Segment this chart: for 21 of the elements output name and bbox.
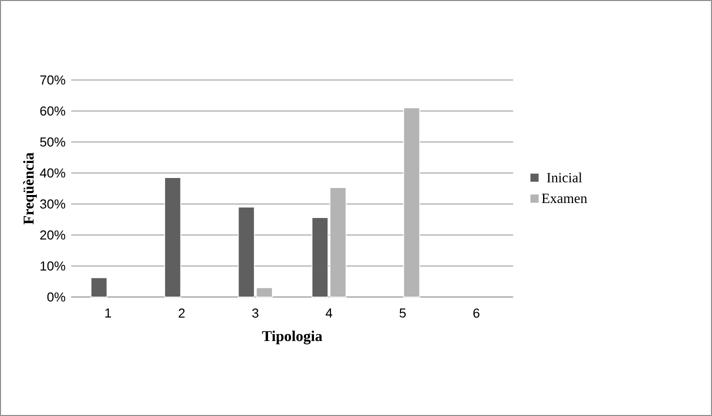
y-tick-label: 40% xyxy=(40,168,66,178)
bar xyxy=(403,108,420,298)
y-tick-label: 20% xyxy=(40,230,66,240)
y-tick-label: 0% xyxy=(47,292,66,302)
bar xyxy=(90,277,108,298)
x-tick-label: 3 xyxy=(252,308,258,318)
legend-label: Inicial xyxy=(546,172,582,182)
x-tick-label: 6 xyxy=(473,308,480,318)
legend-label: Examen xyxy=(542,194,588,204)
y-tick-label: 10% xyxy=(40,261,66,271)
y-tick-label: 30% xyxy=(40,199,66,209)
y-tick-label: 50% xyxy=(40,137,66,147)
x-tick-label: 1 xyxy=(105,308,111,318)
y-axis-title: Freqüència xyxy=(23,152,37,224)
x-axis-title: Tipologia xyxy=(262,330,322,344)
x-tick-label: 5 xyxy=(400,308,406,318)
x-tick-label: 4 xyxy=(326,308,332,318)
y-tick-label: 70% xyxy=(40,75,66,85)
x-tick-label: 2 xyxy=(178,308,185,318)
bar xyxy=(164,177,182,298)
y-tick-label: 60% xyxy=(40,106,66,116)
